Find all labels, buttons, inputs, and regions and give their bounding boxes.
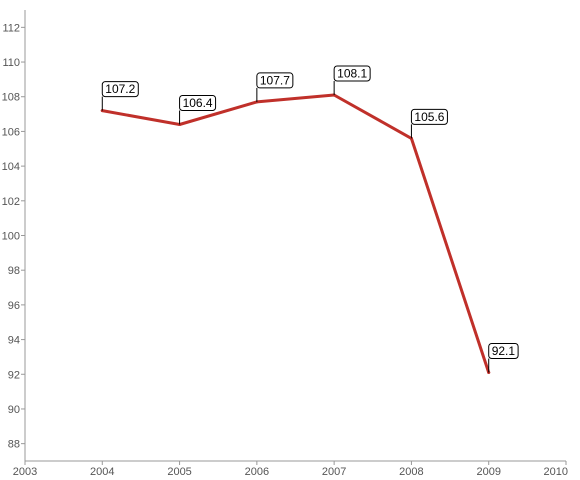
data-label-box <box>333 65 371 82</box>
y-tick-label: 106 <box>2 126 20 138</box>
data-label-text: 108.1 <box>337 66 367 80</box>
data-label: 107.7 <box>256 72 294 102</box>
data-label: 107.2 <box>101 81 139 111</box>
y-tick-label: 100 <box>2 231 20 243</box>
x-tick-label: 2003 <box>13 466 37 478</box>
data-label-box <box>101 81 139 98</box>
y-tick-label: 96 <box>8 300 20 312</box>
y-tick-label: 98 <box>8 265 20 277</box>
x-axis: 2003 2004 2005 2006 2007 2008 2009 2010 <box>13 460 568 478</box>
y-tick-label: 94 <box>8 335 20 347</box>
x-tick-label: 2010 <box>544 466 568 478</box>
y-tick-label: 104 <box>2 161 20 173</box>
x-tick-label: 2009 <box>476 466 500 478</box>
data-label-text: 107.7 <box>260 73 290 87</box>
data-label-box <box>488 343 519 360</box>
y-tick-label: 108 <box>2 92 20 104</box>
data-label: 105.6 <box>410 108 448 139</box>
y-tick-label: 102 <box>2 196 20 208</box>
series-layer <box>100 93 491 375</box>
data-label: 106.4 <box>179 94 217 125</box>
data-label-box <box>179 94 217 111</box>
data-label-text: 105.6 <box>414 110 444 124</box>
data-label-text: 92.1 <box>492 344 516 358</box>
y-tick-label: 88 <box>8 439 20 451</box>
x-tick-label: 2008 <box>399 466 423 478</box>
data-label-text: 107.2 <box>105 82 135 96</box>
data-label: 108.1 <box>333 65 371 95</box>
x-tick-label: 2004 <box>90 466 114 478</box>
y-tick-label: 112 <box>2 22 20 34</box>
data-label: 92.1 <box>488 343 519 373</box>
series-line <box>100 93 491 374</box>
y-axis: 88 90 92 94 96 98 100 102 104 106 108 110 112 <box>2 10 26 461</box>
data-label-box <box>410 108 448 125</box>
y-tick-label: 92 <box>8 369 20 381</box>
data-label-layer: 107.2 106.4 107.7 108.1 105.6 92.1 <box>101 65 519 373</box>
x-tick-label: 2007 <box>322 466 346 478</box>
x-tick-label: 2005 <box>167 466 191 478</box>
data-label-text: 106.4 <box>183 96 213 110</box>
data-label-box <box>256 72 294 89</box>
y-tick-label: 110 <box>2 57 20 69</box>
y-tick-label: 90 <box>8 404 20 416</box>
x-tick-label: 2006 <box>245 466 269 478</box>
